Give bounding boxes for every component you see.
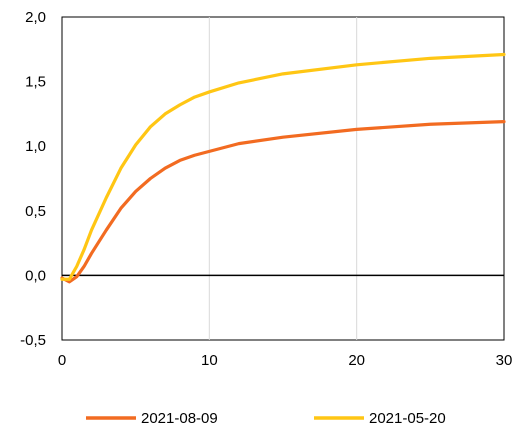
x-tick-label-2: 20 — [348, 352, 365, 369]
y-tick-label-0: -0,5 — [20, 332, 46, 349]
x-tick-label-3: 30 — [496, 352, 513, 369]
y-tick-label-4: 1,5 — [25, 74, 46, 91]
y-tick-label-2: 0,5 — [25, 203, 46, 220]
x-tick-label-1: 10 — [201, 352, 218, 369]
series-lines — [60, 52, 506, 284]
y-tick-label-5: 2,0 — [25, 9, 46, 26]
series-line-1 — [60, 52, 506, 281]
plot-area — [61, 16, 505, 341]
x-axis-ticks: 0 10 20 30 — [58, 352, 513, 369]
series-line-0 — [60, 120, 506, 284]
y-tick-label-3: 1,0 — [25, 138, 46, 155]
y-axis-ticks: -0,5 0,0 0,5 1,0 1,5 2,0 — [20, 9, 46, 349]
x-tick-label-0: 0 — [58, 352, 66, 369]
grid-lines — [208, 17, 358, 340]
y-tick-label-1: 0,0 — [25, 267, 46, 284]
legend: 2021-08-09 2021-05-20 — [86, 410, 446, 427]
legend-label-0: 2021-08-09 — [141, 410, 218, 427]
legend-label-1: 2021-05-20 — [369, 410, 446, 427]
